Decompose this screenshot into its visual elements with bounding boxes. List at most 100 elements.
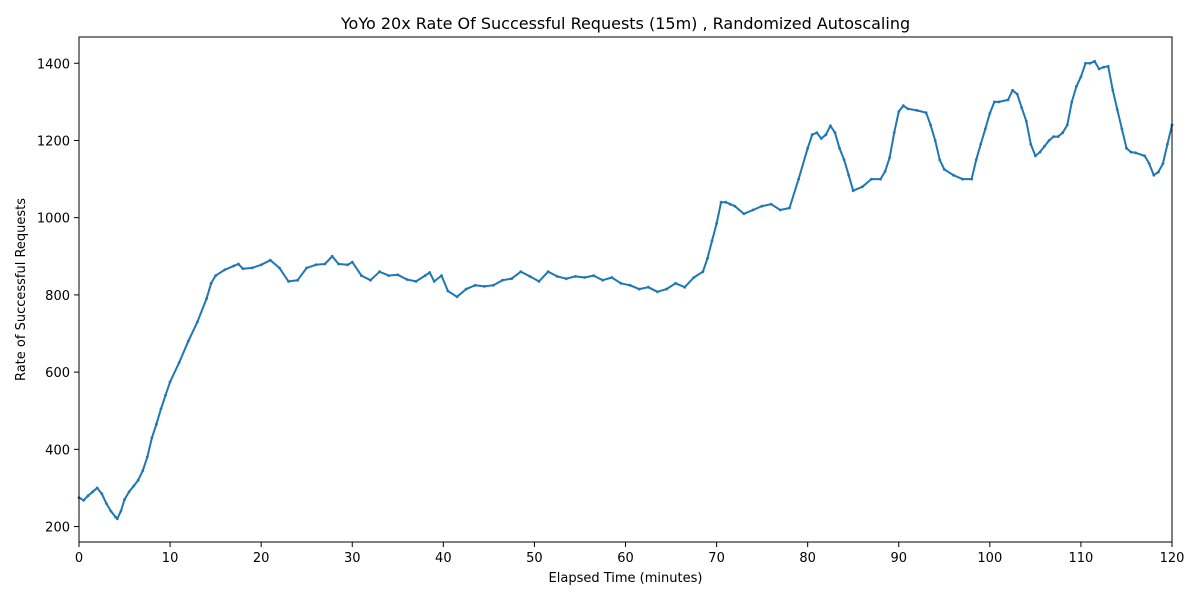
data-point bbox=[1111, 88, 1115, 92]
data-point bbox=[519, 270, 523, 274]
data-point bbox=[1084, 61, 1087, 65]
data-point bbox=[1061, 131, 1065, 135]
data-point bbox=[924, 111, 928, 115]
x-tick: 60 bbox=[617, 542, 634, 566]
data-point bbox=[86, 494, 90, 498]
data-point bbox=[464, 287, 468, 291]
data-point bbox=[1143, 154, 1147, 158]
y-tick-label: 600 bbox=[45, 366, 70, 381]
data-point bbox=[100, 492, 104, 496]
x-tick: 110 bbox=[1069, 542, 1093, 566]
data-point bbox=[1056, 135, 1060, 139]
x-tick: 100 bbox=[977, 542, 1002, 566]
data-point bbox=[1115, 108, 1119, 111]
data-point bbox=[1166, 142, 1169, 146]
data-point bbox=[851, 189, 855, 193]
data-point bbox=[232, 264, 236, 268]
data-point bbox=[537, 280, 541, 283]
x-tick: 10 bbox=[162, 542, 178, 566]
data-point bbox=[492, 283, 495, 287]
data-point bbox=[482, 285, 486, 288]
data-point bbox=[1070, 100, 1074, 104]
data-point bbox=[177, 361, 181, 364]
data-point bbox=[706, 256, 709, 260]
y-tick-label: 1200 bbox=[37, 134, 70, 149]
y-tick-label: 800 bbox=[45, 289, 70, 304]
data-point bbox=[778, 208, 782, 212]
data-point bbox=[564, 277, 568, 281]
data-point bbox=[601, 278, 605, 282]
data-point bbox=[860, 185, 864, 189]
data-point bbox=[123, 498, 126, 501]
data-point bbox=[323, 262, 327, 266]
data-point bbox=[455, 295, 459, 299]
data-point bbox=[159, 407, 163, 411]
x-tick: 40 bbox=[435, 542, 452, 566]
data-point bbox=[1065, 123, 1069, 127]
data-point bbox=[1011, 88, 1014, 92]
data-point bbox=[278, 266, 281, 270]
data-point bbox=[414, 280, 418, 283]
y-tick-label: 200 bbox=[45, 521, 70, 536]
data-point bbox=[155, 422, 158, 426]
data-point bbox=[119, 509, 123, 513]
data-point bbox=[610, 276, 614, 279]
data-point bbox=[136, 478, 140, 482]
data-point bbox=[942, 168, 946, 171]
data-point bbox=[915, 109, 919, 112]
y-axis-ticks: 200 400 600 800 1000 1200 1400 bbox=[37, 57, 79, 536]
data-point bbox=[674, 281, 677, 285]
data-point bbox=[728, 202, 732, 206]
data-point bbox=[214, 274, 218, 277]
data-point bbox=[888, 156, 891, 160]
data-point bbox=[1052, 135, 1055, 139]
x-tick: 30 bbox=[344, 542, 361, 566]
series-markers bbox=[77, 59, 1174, 521]
data-point bbox=[209, 281, 213, 285]
data-point bbox=[879, 177, 882, 181]
data-point bbox=[91, 490, 95, 494]
x-tick: 80 bbox=[799, 542, 816, 566]
data-point bbox=[1152, 173, 1156, 177]
data-point bbox=[1106, 64, 1110, 68]
data-point bbox=[1043, 144, 1046, 148]
data-point bbox=[346, 263, 350, 267]
plot-area bbox=[79, 37, 1172, 542]
data-point bbox=[555, 275, 559, 278]
chart-title: YoYo 20x Rate Of Successful Requests (15… bbox=[340, 14, 910, 33]
x-tick-label: 30 bbox=[344, 551, 361, 566]
data-point bbox=[1034, 154, 1037, 158]
y-tick: 200 bbox=[45, 521, 79, 536]
x-tick: 120 bbox=[1160, 542, 1184, 566]
data-point bbox=[970, 177, 973, 181]
data-point bbox=[150, 436, 154, 440]
y-tick: 1200 bbox=[37, 134, 79, 149]
data-point bbox=[95, 486, 99, 490]
data-point bbox=[692, 276, 696, 279]
data-point bbox=[1015, 92, 1019, 96]
data-point bbox=[369, 278, 372, 282]
data-point bbox=[824, 133, 828, 137]
data-point bbox=[1125, 146, 1128, 150]
data-point bbox=[929, 123, 932, 127]
data-point bbox=[724, 200, 728, 204]
data-point bbox=[114, 515, 117, 519]
data-point bbox=[742, 212, 746, 216]
data-point bbox=[1129, 150, 1133, 154]
data-point bbox=[428, 271, 432, 274]
data-point bbox=[1134, 151, 1137, 155]
data-point bbox=[396, 273, 400, 277]
data-point bbox=[988, 112, 992, 115]
data-point bbox=[719, 200, 723, 204]
x-tick: 70 bbox=[708, 542, 725, 566]
data-point bbox=[501, 278, 504, 282]
data-point bbox=[145, 455, 149, 459]
data-point bbox=[196, 320, 199, 324]
x-axis-ticks: 0 10 20 30 40 50 60 70 80 90 100 110 120 bbox=[75, 542, 1184, 566]
data-point bbox=[997, 100, 1001, 104]
data-point bbox=[1093, 59, 1096, 63]
data-point bbox=[510, 277, 513, 281]
data-point bbox=[983, 127, 987, 131]
